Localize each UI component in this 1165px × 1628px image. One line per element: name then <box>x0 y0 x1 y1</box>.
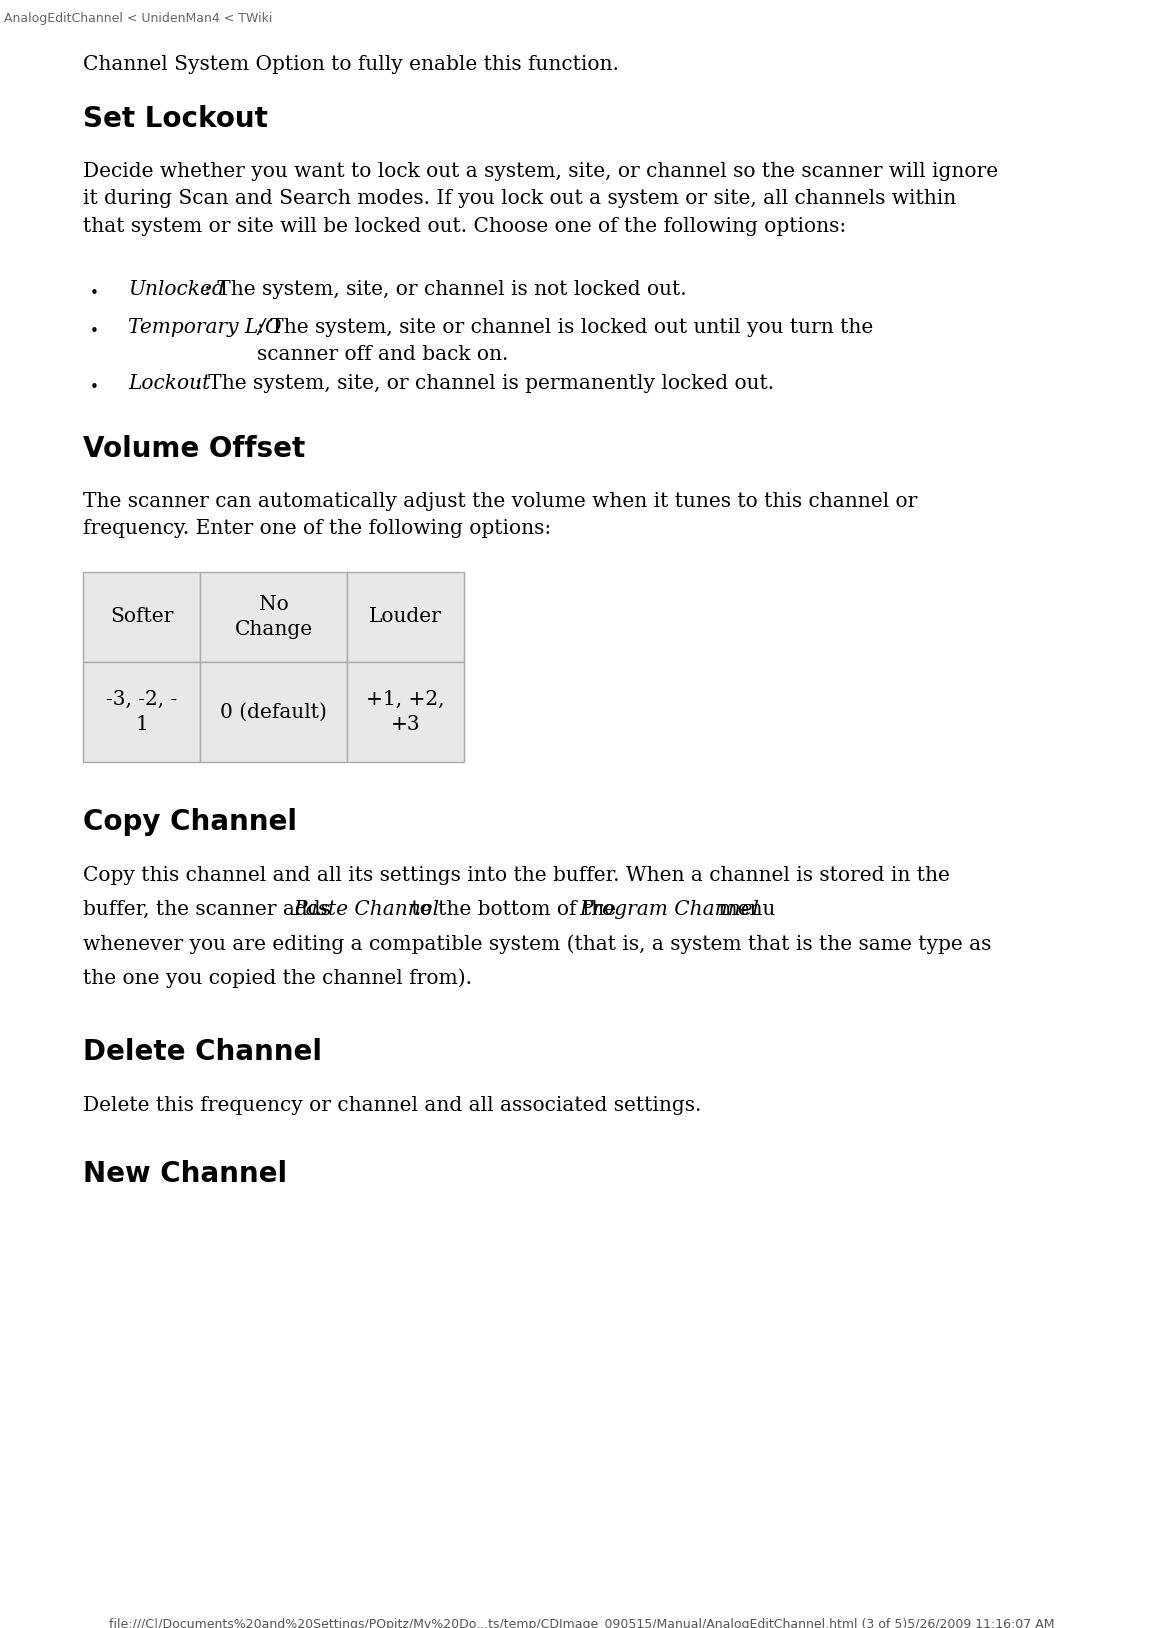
Text: Set Lockout: Set Lockout <box>83 104 268 133</box>
Text: Delete this frequency or channel and all associated settings.: Delete this frequency or channel and all… <box>83 1096 701 1115</box>
Text: : The system, site or channel is locked out until you turn the
scanner off and b: : The system, site or channel is locked … <box>257 317 874 365</box>
Text: menu: menu <box>712 900 776 918</box>
Bar <box>200 571 347 663</box>
Text: Program Channel: Program Channel <box>579 900 758 918</box>
Bar <box>83 571 200 663</box>
Text: Softer: Softer <box>110 607 174 627</box>
Text: 0 (default): 0 (default) <box>220 703 327 721</box>
Text: The scanner can automatically adjust the volume when it tunes to this channel or: The scanner can automatically adjust the… <box>83 492 917 539</box>
Bar <box>347 571 464 663</box>
Text: whenever you are editing a compatible system (that is, a system that is the same: whenever you are editing a compatible sy… <box>83 934 991 954</box>
Text: Lockout: Lockout <box>128 374 210 392</box>
Text: -3, -2, -
1: -3, -2, - 1 <box>106 690 177 734</box>
Text: buffer, the scanner adds: buffer, the scanner adds <box>83 900 337 918</box>
Text: Louder: Louder <box>369 607 442 627</box>
Text: the one you copied the channel from).: the one you copied the channel from). <box>83 969 472 988</box>
Text: AnalogEditChannel < UnidenMan4 < TWiki: AnalogEditChannel < UnidenMan4 < TWiki <box>3 11 273 24</box>
Text: +1, +2,
+3: +1, +2, +3 <box>366 690 445 734</box>
Text: Paste Channel: Paste Channel <box>294 900 439 918</box>
Bar <box>200 663 347 762</box>
Text: No
Change: No Change <box>234 594 312 640</box>
Text: Temporary L/O: Temporary L/O <box>128 317 282 337</box>
Text: •: • <box>90 324 99 339</box>
Text: Copy Channel: Copy Channel <box>83 807 297 837</box>
Text: file:///C|/Documents%20and%20Settings/POpitz/My%20Do...ts/temp/CDImage_090515/Ma: file:///C|/Documents%20and%20Settings/PO… <box>110 1618 1054 1628</box>
Text: New Channel: New Channel <box>83 1161 287 1188</box>
Bar <box>347 663 464 762</box>
Text: Unlocked: Unlocked <box>128 280 225 300</box>
Text: : The system, site, or channel is permanently locked out.: : The system, site, or channel is perman… <box>195 374 774 392</box>
Bar <box>83 663 200 762</box>
Text: Copy this channel and all its settings into the buffer. When a channel is stored: Copy this channel and all its settings i… <box>83 866 949 886</box>
Text: : The system, site, or channel is not locked out.: : The system, site, or channel is not lo… <box>204 280 686 300</box>
Text: •: • <box>90 287 99 301</box>
Text: •: • <box>90 379 99 396</box>
Text: to the bottom of the: to the bottom of the <box>405 900 622 918</box>
Text: Volume Offset: Volume Offset <box>83 435 305 462</box>
Text: Channel System Option to fully enable this function.: Channel System Option to fully enable th… <box>83 55 619 73</box>
Text: Delete Channel: Delete Channel <box>83 1039 322 1066</box>
Text: Decide whether you want to lock out a system, site, or channel so the scanner wi: Decide whether you want to lock out a sy… <box>83 163 998 236</box>
